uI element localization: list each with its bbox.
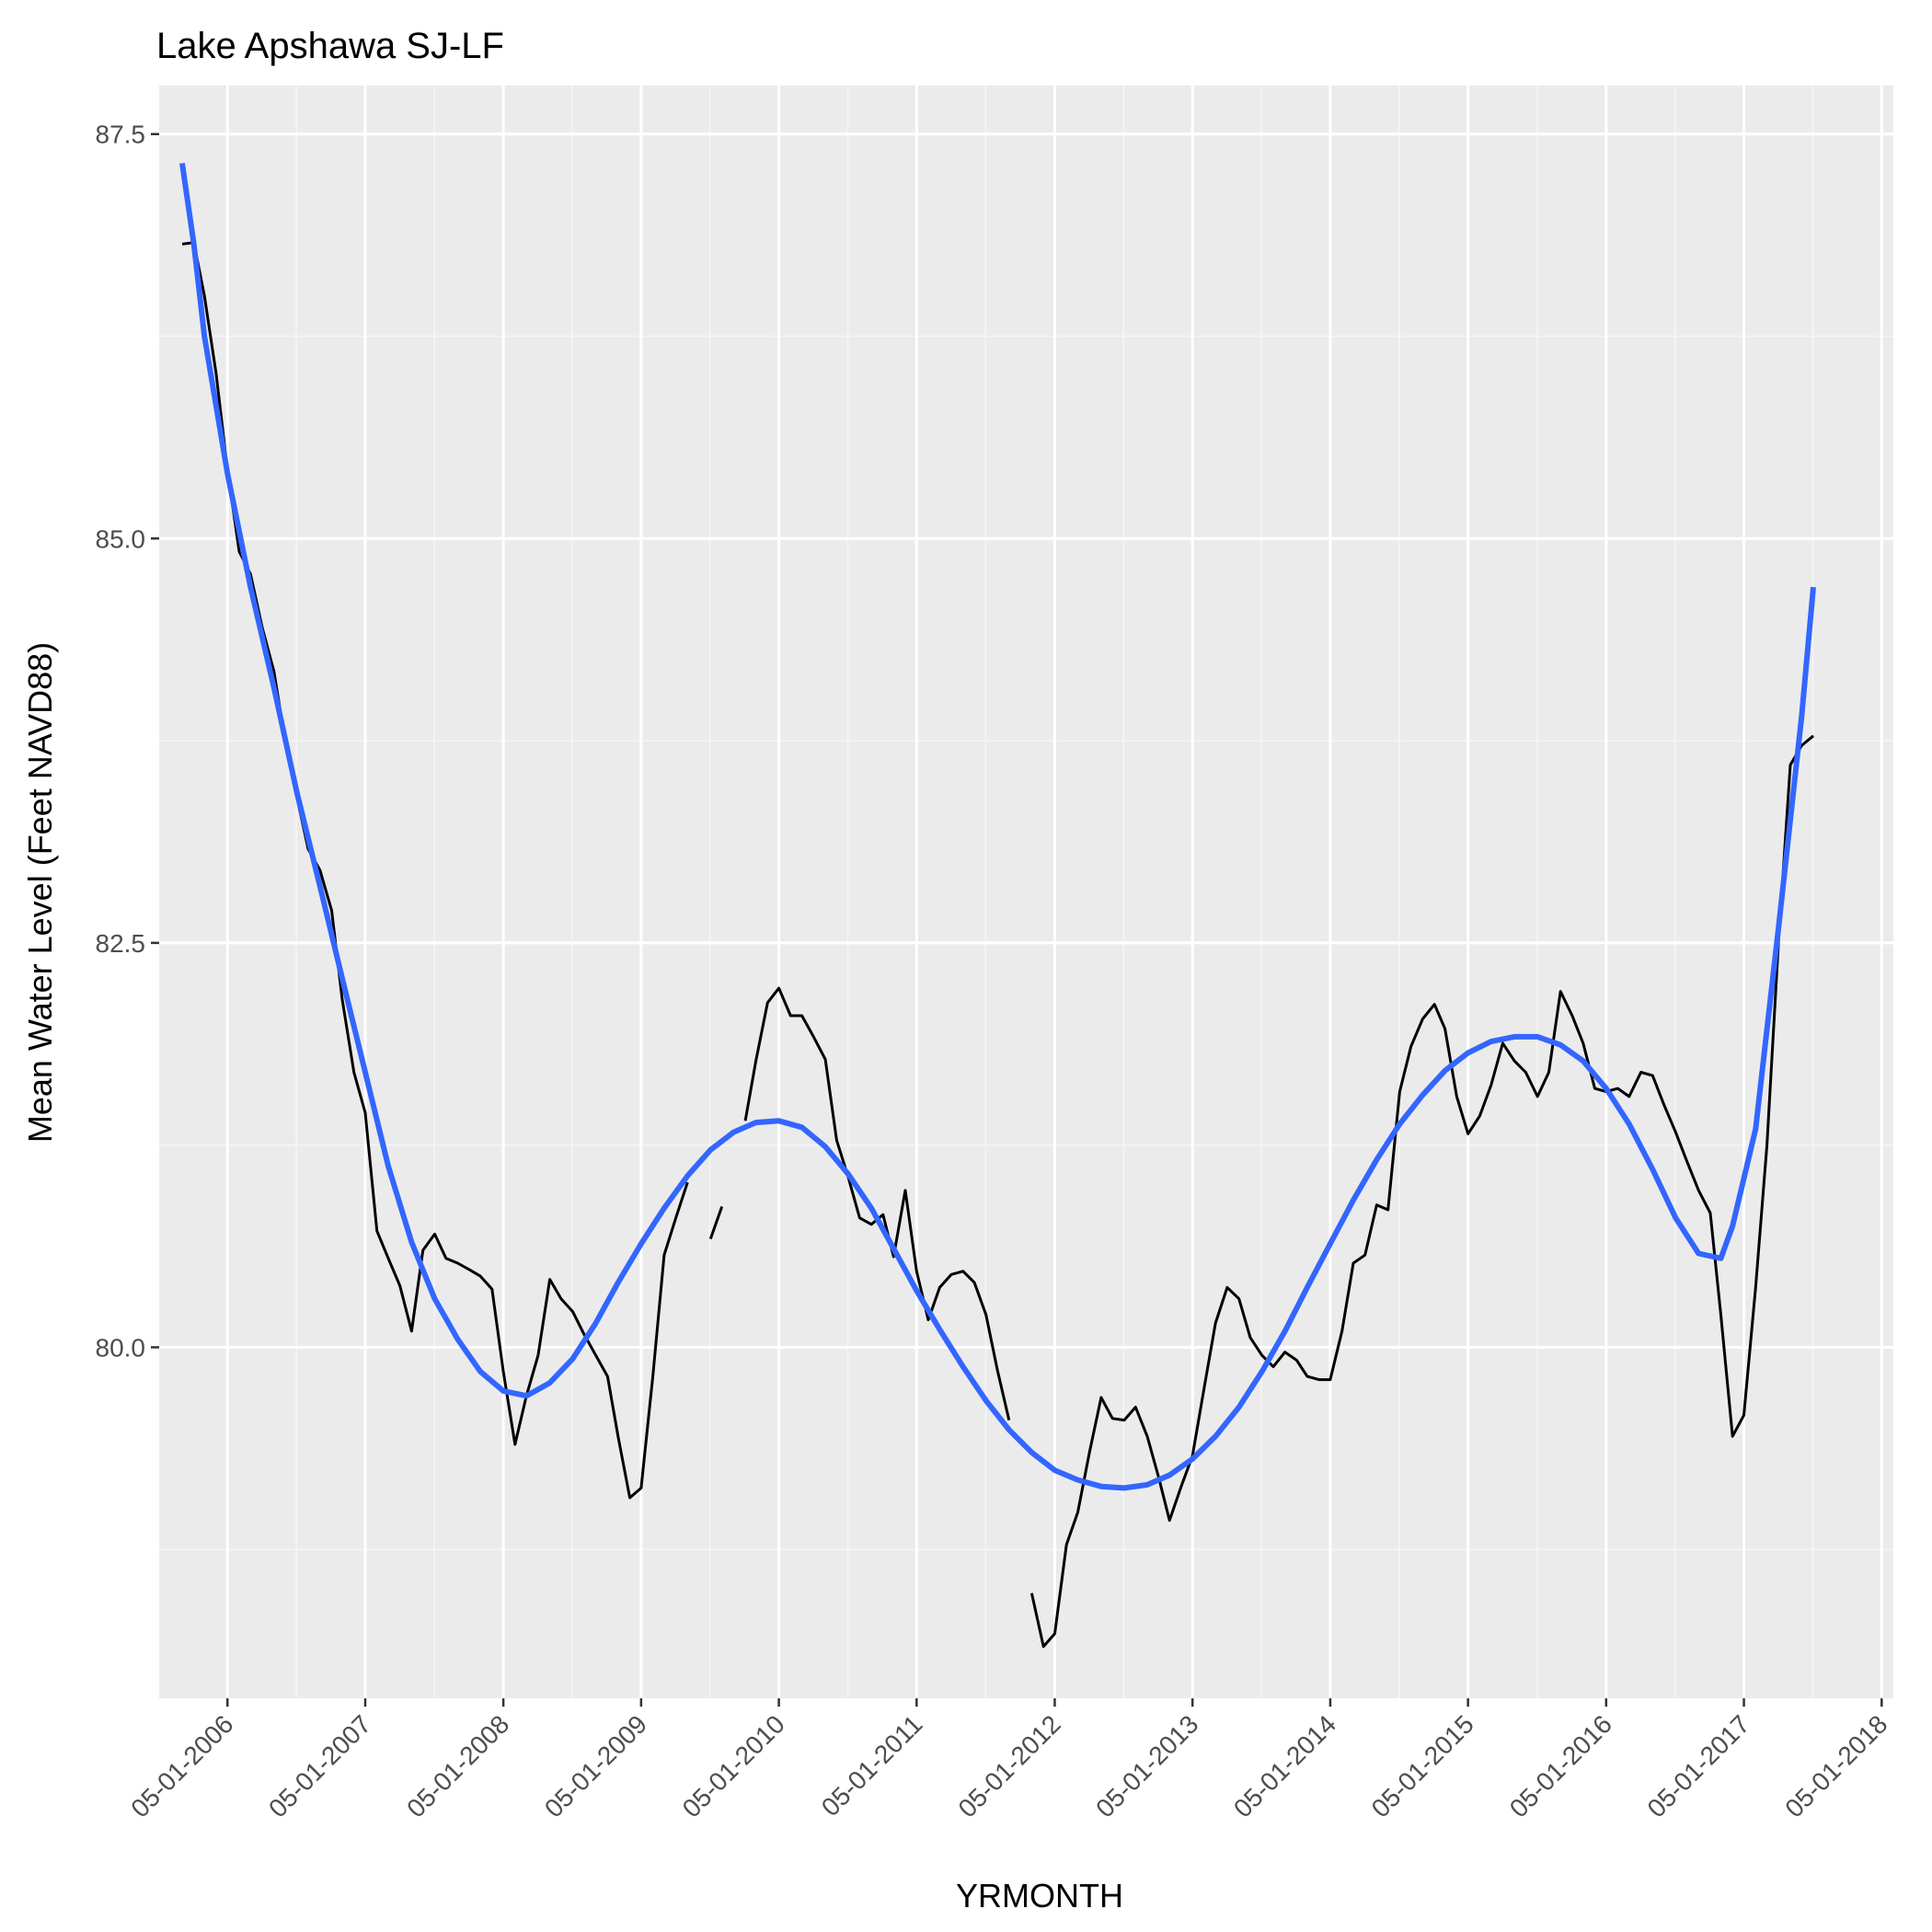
x-tick-label: 05-01-2013 xyxy=(1090,1709,1203,1823)
x-tick-label: 05-01-2017 xyxy=(1642,1709,1755,1823)
smoothed-trend-series xyxy=(179,162,1816,1491)
y-tick-label: 87.5 xyxy=(96,121,146,149)
y-tick-label: 85.0 xyxy=(96,524,146,553)
observed-line-segment xyxy=(708,1206,724,1240)
minor-gridlines xyxy=(159,86,1893,1698)
x-tick-label: 05-01-2006 xyxy=(125,1709,238,1823)
x-tick-label: 05-01-2018 xyxy=(1779,1709,1892,1823)
major-gridlines xyxy=(159,86,1893,1698)
y-tick-label: 82.5 xyxy=(96,929,146,958)
x-tick-label: 05-01-2016 xyxy=(1504,1709,1617,1823)
x-tick-label: 05-01-2008 xyxy=(401,1709,514,1823)
smooth-trend-line xyxy=(179,162,1816,1491)
x-tick-label: 05-01-2007 xyxy=(263,1709,376,1823)
x-tick-label: 05-01-2012 xyxy=(953,1709,1066,1823)
x-tick-label: 05-01-2014 xyxy=(1228,1709,1341,1823)
x-tick-label: 05-01-2009 xyxy=(539,1709,652,1823)
x-tick-label: 05-01-2011 xyxy=(816,1709,928,1822)
x-axis: 05-01-2006 05-01-2007 05-01-2008 05-01-2009… xyxy=(125,1698,1893,1823)
y-tick-label: 80.0 xyxy=(96,1333,146,1362)
y-axis: 80.0 82.5 85.0 87.5 xyxy=(96,121,159,1362)
x-tick-label: 05-01-2010 xyxy=(677,1709,790,1823)
plot-panel xyxy=(159,86,1893,1698)
x-axis-title: YRMONTH xyxy=(956,1877,1123,1915)
observed-line-segment xyxy=(1029,734,1814,1649)
x-tick-label: 05-01-2015 xyxy=(1366,1709,1479,1823)
chart-title: Lake Apshawa SJ-LF xyxy=(156,26,504,66)
y-axis-title: Mean Water Level (Feet NAVD88) xyxy=(21,642,59,1143)
